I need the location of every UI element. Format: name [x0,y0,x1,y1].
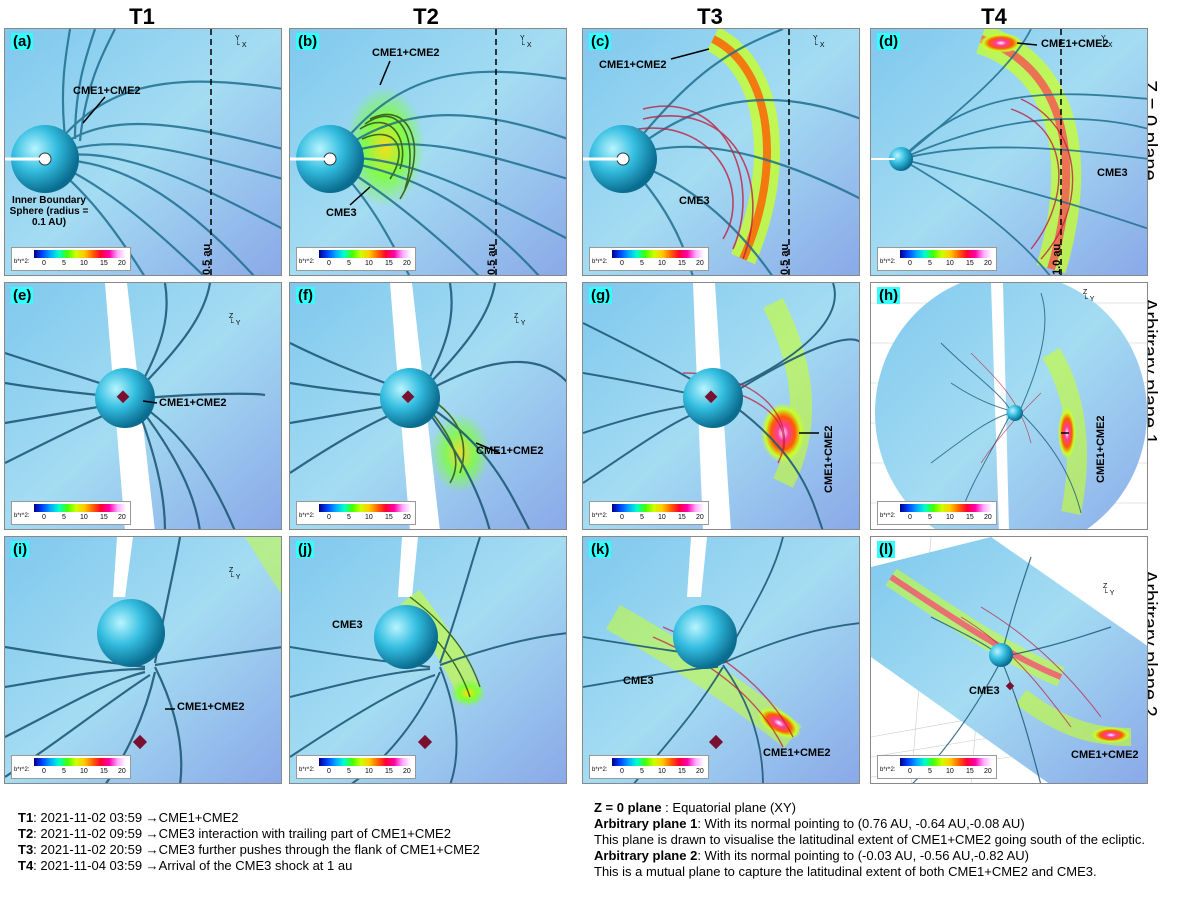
annotation-cme1-cme2: CME1+CME2 [159,397,227,409]
plane-desc-p1: This plane is drawn to visualise the lat… [594,832,1145,847]
annotation-cme3: CME3 [1097,167,1128,179]
annotation-cme1-cme2: CME1+CME2 [1071,749,1139,761]
panel-label-e: (e) [11,287,34,304]
panel-label-d: (d) [877,33,901,50]
axes-triad: Z └ Y [229,313,241,327]
plane-entry-p1: Arbitrary plane 1: With its normal point… [594,816,1025,831]
panel-label-f: (f) [296,287,315,304]
panel-c-plot [583,29,859,275]
annotation-cme1-cme2: CME1+CME2 [73,85,141,97]
panel-label-i: (i) [11,541,30,558]
plane-desc-p2: This is a mutual plane to capture the la… [594,864,1097,879]
plane-entry-p2: Arbitrary plane 2: With its normal point… [594,848,1029,863]
time-entry-t2: T2: 2021-11-02 09:59 →CME3 interaction w… [18,826,451,841]
panel-k-plot [583,537,859,783]
axes-triad: Z └ Y [514,313,526,327]
panel-b-plot [290,29,566,275]
panel-label-b: (b) [296,33,320,50]
panel-h-plot [871,283,1147,529]
axes-triad: Z └ Y [229,567,241,581]
annotation-cme1-cme2: CME1+CME2 [823,425,835,493]
distance-label: 0.5 au [779,243,791,275]
annotation-cme3: CME3 [623,675,654,687]
panel-e-plot [5,283,281,529]
annotation-cme1-cme2: CME1+CME2 [476,445,544,457]
panel-a: (a) CME1+CME2 Inner Boundary Sphere (rad… [4,28,282,276]
panel-label-g: (g) [589,287,613,304]
column-header-t2: T2 [413,4,439,29]
axes-triad: Y └ X [813,35,825,49]
panel-label-j: (j) [296,541,315,558]
annotation-cme3: CME3 [326,207,357,219]
annotation-cme1-cme2: CME1+CME2 [763,747,831,759]
annotation-inner-boundary: Inner Boundary Sphere (radius = 0.1 AU) [9,195,89,228]
annotation-cme1-cme2: CME1+CME2 [1095,415,1107,483]
annotation-cme1-cme2: CME1+CME2 [372,47,440,59]
axes-triad: Y └ X [235,35,247,49]
axes-triad: Z └ Y [1083,289,1095,303]
panel-label-a: (a) [11,33,34,50]
time-entry-t1: T1: 2021-11-02 03:59 →CME1+CME2 [18,810,239,825]
plane-entry-z0: Z = 0 plane : Equatorial plane (XY) [594,800,796,815]
panel-g-plot [583,283,859,529]
annotation-cme1-cme2: CME1+CME2 [1041,38,1109,50]
column-header-t3: T3 [697,4,723,29]
annotation-cme1-cme2: CME1+CME2 [177,701,245,713]
panel-d-plot [871,29,1147,275]
distance-label: 1.0 au [1051,243,1063,275]
panel-l-plot [871,537,1147,783]
panel-label-c: (c) [589,33,612,50]
annotation-cme3: CME3 [332,619,363,631]
panel-i-plot [5,537,281,783]
annotation-cme3: CME3 [679,195,710,207]
time-legend: T1: 2021-11-02 03:59 →CME1+CME2 T2: 2021… [18,810,480,874]
panel-a-plot [5,29,281,275]
axes-triad: Y └ X [520,35,532,49]
panel-label-l: (l) [877,541,896,558]
distance-label: 0.5 au [486,243,498,275]
annotation-cme1-cme2: CME1+CME2 [599,59,667,71]
axes-triad: Y └ X [1101,35,1113,49]
panel-label-k: (k) [589,541,612,558]
column-header-t1: T1 [129,4,155,29]
annotation-cme3: CME3 [969,685,1000,697]
plane-legend: Z = 0 plane : Equatorial plane (XY) Arbi… [594,800,1145,880]
panel-f-plot [290,283,566,529]
time-entry-t3: T3: 2021-11-02 20:59 →CME3 further pushe… [18,842,480,857]
panel-label-h: (h) [877,287,901,304]
panel-j-plot [290,537,566,783]
column-header-t4: T4 [981,4,1007,29]
distance-label: 0.5 au [201,243,213,275]
axes-triad: Z └ Y [1103,583,1115,597]
time-entry-t4: T4: 2021-11-04 03:59 →Arrival of the CME… [18,858,353,873]
